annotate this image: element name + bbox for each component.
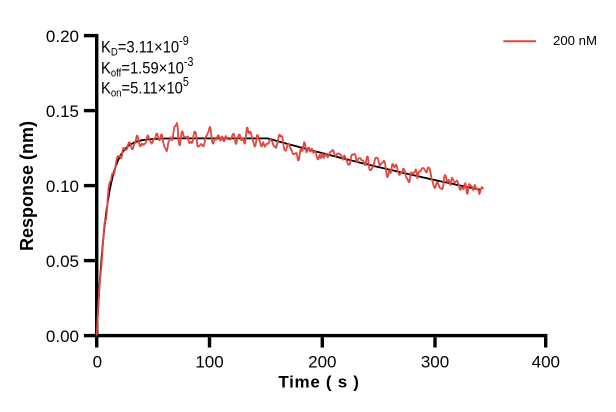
svg-text:0.00: 0.00 xyxy=(46,327,79,346)
svg-text:400: 400 xyxy=(532,353,560,372)
svg-text:100: 100 xyxy=(195,353,223,372)
svg-text:300: 300 xyxy=(421,353,449,372)
svg-text:Response (nm): Response (nm) xyxy=(17,121,37,251)
svg-text:200: 200 xyxy=(308,353,336,372)
svg-text:0.10: 0.10 xyxy=(46,177,79,196)
svg-text:Kon=5.11×105: Kon=5.11×105 xyxy=(101,76,189,100)
svg-text:0: 0 xyxy=(93,353,102,372)
svg-text:0.15: 0.15 xyxy=(46,102,79,121)
svg-text:0.20: 0.20 xyxy=(46,27,79,46)
svg-text:0.05: 0.05 xyxy=(46,252,79,271)
svg-text:200 nM: 200 nM xyxy=(553,33,597,48)
svg-text:Time ( s ): Time ( s ) xyxy=(278,372,359,391)
svg-text:KD=3.11×10-9: KD=3.11×10-9 xyxy=(101,34,189,58)
